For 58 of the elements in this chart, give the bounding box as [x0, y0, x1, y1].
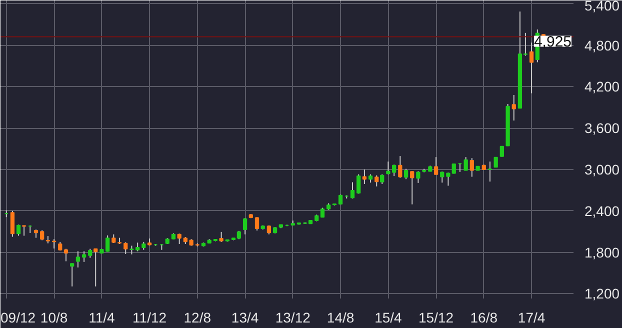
- candlestick: [82, 250, 86, 262]
- candlestick: [124, 242, 128, 255]
- y-tick-label: 3,000: [584, 162, 620, 178]
- candlestick: [254, 216, 260, 232]
- candlestick: [398, 156, 402, 178]
- x-tick-label: 09/12: [0, 310, 36, 326]
- candlestick: [356, 174, 361, 194]
- candlestick: [440, 171, 444, 184]
- candlestick: [494, 156, 498, 168]
- candlestick: [10, 210, 15, 238]
- y-tick-label: 2,400: [584, 202, 620, 219]
- candlestick: [512, 94, 516, 122]
- candlestick: [470, 158, 474, 178]
- candlestick: [320, 207, 325, 218]
- candlestick: [52, 238, 56, 249]
- x-tick-label: 15/12: [418, 310, 454, 326]
- candlestick: [350, 182, 355, 199]
- candlestick: [464, 156, 468, 172]
- x-tick-label: 13/4: [231, 310, 259, 326]
- y-tick-label: 3,600: [584, 120, 620, 136]
- candlestick: [434, 156, 438, 175]
- candlestick: [177, 233, 182, 245]
- y-tick-label: 5,400: [584, 0, 620, 14]
- candlestick: [40, 230, 44, 241]
- candlestick: [338, 194, 343, 205]
- x-tick-label: 13/12: [275, 310, 311, 326]
- candlestick: [76, 250, 80, 268]
- candlestick: [416, 170, 420, 184]
- y-tick-label: 1,800: [584, 244, 620, 260]
- y-tick-label: 1,200: [584, 286, 620, 302]
- x-tick-label: 11/12: [132, 310, 167, 326]
- candlestick: [488, 161, 492, 182]
- x-tick-label: 14/8: [326, 310, 354, 326]
- candlestick: [64, 248, 68, 262]
- candlestick: [16, 224, 21, 236]
- x-tick-label: 12/8: [184, 310, 212, 326]
- candlestick: [70, 262, 74, 287]
- candlestick: [529, 42, 534, 94]
- y-tick-label: 4,200: [584, 78, 620, 95]
- candlestick: [94, 248, 98, 287]
- candlestick: [452, 163, 456, 174]
- candlestick: [374, 174, 379, 187]
- ref-line-label: 4,925: [534, 34, 572, 51]
- candlestick: [410, 170, 414, 205]
- x-tick-label: 16/8: [470, 310, 498, 326]
- x-tick-label: 15/4: [374, 310, 402, 326]
- x-tick-label: 11/4: [88, 310, 116, 326]
- y-tick-label: 4,800: [584, 37, 620, 54]
- x-tick-label: 17/4: [518, 310, 546, 326]
- x-tick-label: 10/8: [40, 310, 68, 326]
- candlestick: [22, 224, 26, 236]
- candlestick: [500, 146, 504, 158]
- candlestick: [242, 218, 248, 235]
- candlestick: [446, 172, 450, 186]
- candlestick: [219, 231, 224, 242]
- candlestick: [404, 168, 408, 180]
- candlestick: [380, 174, 384, 184]
- candlestick: [362, 169, 367, 184]
